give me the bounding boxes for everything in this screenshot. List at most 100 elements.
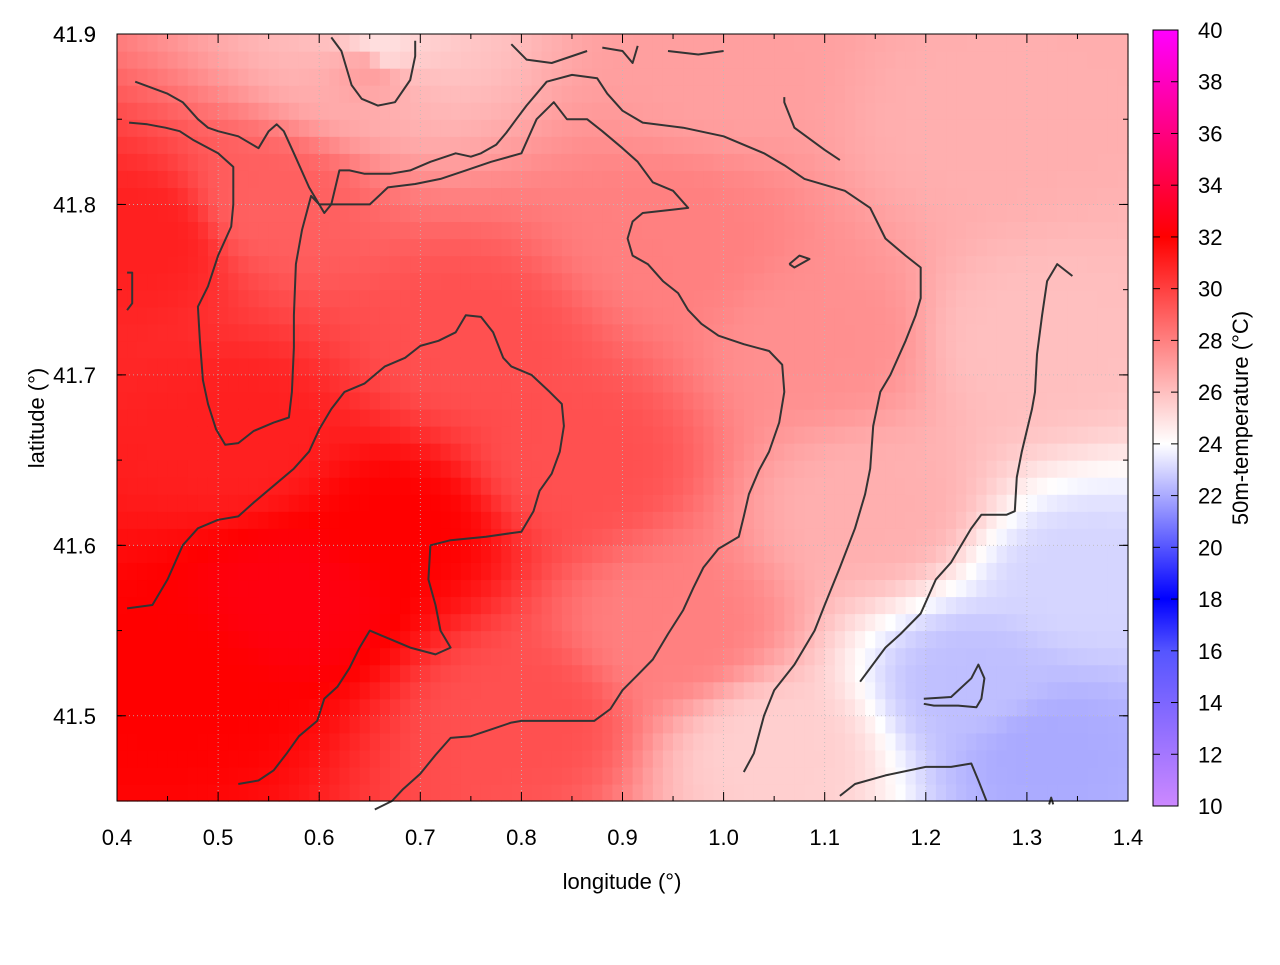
heatmap-cell — [167, 579, 179, 598]
heatmap-cell — [855, 596, 866, 615]
heatmap-cell — [147, 511, 159, 529]
heatmap-cell — [996, 85, 1008, 103]
heatmap-cell — [1026, 528, 1038, 546]
heatmap-cell — [1006, 426, 1018, 444]
heatmap-cell — [713, 630, 725, 649]
heatmap-cell — [379, 749, 391, 768]
heatmap-cell — [632, 681, 644, 700]
heatmap-cell — [491, 34, 502, 52]
heatmap-cell — [551, 102, 563, 120]
heatmap-cell — [258, 119, 270, 137]
heatmap-cell — [309, 272, 320, 291]
heatmap-cell — [642, 681, 654, 700]
heatmap-cell — [440, 153, 452, 171]
heatmap-cell — [662, 681, 674, 700]
heatmap-cell — [713, 732, 725, 751]
heatmap-cell — [309, 289, 320, 308]
heatmap-cell — [774, 426, 785, 444]
heatmap-cell — [248, 306, 260, 325]
heatmap-cell — [571, 204, 583, 223]
heatmap-cell — [764, 238, 775, 257]
heatmap-cell — [693, 170, 704, 188]
heatmap-cell — [339, 630, 351, 649]
heatmap-cell — [865, 596, 876, 615]
heatmap-cell — [420, 255, 432, 274]
heatmap-cell — [925, 238, 937, 257]
heatmap-cell — [157, 494, 169, 512]
heatmap-cell — [1117, 136, 1129, 154]
heatmap-cell — [117, 766, 128, 785]
heatmap-cell — [400, 170, 411, 188]
heatmap-cell — [339, 68, 351, 86]
heatmap-cell — [1037, 613, 1048, 632]
heatmap-cell — [571, 443, 583, 461]
colorbar-tick-label: 38 — [1198, 70, 1222, 95]
heatmap-cell — [278, 357, 290, 376]
heatmap-cell — [733, 647, 745, 666]
heatmap-cell — [197, 272, 209, 291]
heatmap-cell — [753, 545, 765, 563]
heatmap-cell — [1117, 153, 1129, 171]
heatmap-cell — [1107, 272, 1119, 291]
heatmap-cell — [319, 766, 330, 785]
heatmap-cell — [359, 511, 371, 529]
heatmap-cell — [602, 732, 613, 751]
heatmap-cell — [420, 102, 432, 120]
heatmap-cell — [703, 766, 715, 785]
heatmap-cell — [410, 579, 421, 598]
heatmap-cell — [278, 85, 290, 103]
heatmap-cell — [319, 426, 330, 444]
heatmap-cell — [683, 732, 694, 751]
heatmap-cell — [258, 204, 270, 223]
heatmap-cell — [207, 698, 219, 717]
heatmap-cell — [753, 426, 765, 444]
heatmap-cell — [389, 681, 401, 700]
heatmap-cell — [319, 494, 330, 512]
heatmap-cell — [673, 664, 684, 683]
heatmap-cell — [956, 732, 967, 751]
heatmap-cell — [986, 221, 998, 240]
heatmap-cell — [592, 289, 603, 308]
heatmap-cell — [238, 613, 250, 632]
heatmap-cell — [602, 562, 613, 581]
heatmap-cell — [420, 664, 432, 683]
heatmap-cell — [1047, 613, 1058, 632]
x-tick-label: 0.7 — [405, 825, 436, 850]
heatmap-cell — [632, 732, 644, 751]
heatmap-cell — [1087, 613, 1099, 632]
heatmap-cell — [1037, 545, 1048, 563]
heatmap-cell — [612, 102, 624, 120]
heatmap-cell — [288, 545, 300, 563]
heatmap-cell — [157, 374, 169, 393]
heatmap-cell — [915, 579, 927, 598]
heatmap-cell — [612, 664, 624, 683]
heatmap-cell — [329, 528, 341, 546]
heatmap-cell — [127, 204, 138, 223]
heatmap-cell — [420, 408, 432, 427]
heatmap-cell — [865, 426, 876, 444]
heatmap-cell — [420, 426, 432, 444]
heatmap-cell — [774, 579, 785, 598]
heatmap-cell — [278, 664, 290, 683]
heatmap-cell — [157, 545, 169, 563]
heatmap-cell — [804, 766, 816, 785]
heatmap-cell — [1117, 766, 1129, 785]
heatmap-cell — [278, 681, 290, 700]
heatmap-cell — [127, 170, 138, 188]
heatmap-cell — [127, 664, 138, 683]
heatmap-cell — [369, 749, 381, 768]
heatmap-cell — [1087, 766, 1099, 785]
heatmap-cell — [551, 749, 563, 768]
heatmap-cell — [804, 204, 816, 223]
heatmap-cell — [764, 34, 775, 52]
heatmap-cell — [561, 153, 573, 171]
heatmap-cell — [764, 289, 775, 308]
heatmap-cell — [197, 664, 209, 683]
heatmap-cell — [167, 408, 179, 427]
heatmap-cell — [1087, 170, 1099, 188]
heatmap-cell — [561, 494, 573, 512]
heatmap-cell — [238, 340, 250, 359]
heatmap-cell — [450, 289, 462, 308]
heatmap-cell — [207, 613, 219, 632]
heatmap-cell — [966, 306, 977, 325]
